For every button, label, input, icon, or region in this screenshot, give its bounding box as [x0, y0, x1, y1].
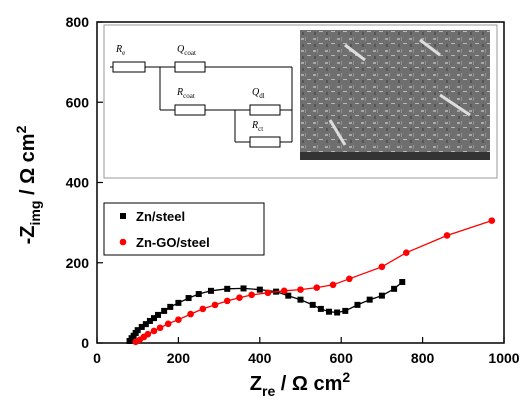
data-point: [257, 287, 263, 293]
data-point: [318, 306, 324, 312]
data-point: [241, 285, 247, 291]
x-tick-label: 800: [411, 350, 435, 366]
x-axis-label: Zre / Ω cm2: [250, 369, 351, 399]
y-tick-label: 0: [81, 335, 89, 351]
data-point: [155, 312, 161, 318]
x-axis-label-rest: / Ω cm: [275, 373, 342, 395]
data-point: [175, 316, 182, 323]
x-tick-label: 1000: [488, 350, 519, 366]
data-point: [161, 308, 167, 314]
data-point: [236, 294, 243, 301]
y-tick-label: 600: [66, 94, 90, 110]
circuit-label-symbol: R: [176, 87, 183, 98]
data-point: [488, 217, 495, 224]
x-axis-label-main: Z: [250, 373, 262, 395]
data-point: [265, 290, 272, 297]
data-point: [248, 292, 255, 299]
data-point: [157, 324, 164, 331]
legend-label: Zn-GO/steel: [136, 235, 210, 250]
x-tick-label: 200: [167, 350, 191, 366]
data-point: [354, 302, 360, 308]
data-point: [391, 286, 397, 292]
y-axis-label-main: -Z: [17, 225, 39, 244]
data-point: [224, 286, 230, 292]
y-tick-label: 800: [66, 14, 90, 30]
legend-marker: [120, 213, 126, 219]
circuit-label-sub: ct: [258, 125, 263, 133]
x-tick-label: 0: [93, 350, 101, 366]
x-tick-label: 600: [330, 350, 354, 366]
circuit-label-sub: e: [122, 49, 125, 57]
data-point: [367, 297, 373, 303]
data-point: [403, 249, 410, 256]
y-axis-label-rest: / Ω cm: [17, 133, 39, 200]
data-point: [186, 295, 192, 301]
y-axis-label-sub: img: [27, 201, 43, 226]
data-point: [379, 263, 386, 270]
y-tick-label: 400: [66, 175, 90, 191]
circuit-label-symbol: R: [115, 44, 122, 55]
legend-marker: [120, 239, 127, 246]
data-point: [346, 276, 353, 283]
data-point: [212, 302, 219, 309]
data-point: [200, 306, 207, 313]
data-point: [310, 302, 316, 308]
data-point: [224, 298, 231, 305]
data-point: [342, 308, 348, 314]
circuit-label-sub: dl: [259, 92, 265, 100]
data-point: [444, 232, 451, 239]
data-point: [145, 331, 152, 338]
data-point: [208, 288, 214, 294]
circuit-label-sub: coat: [183, 92, 195, 100]
data-point: [298, 297, 304, 303]
data-point: [379, 293, 385, 299]
data-point: [297, 286, 304, 293]
data-point: [196, 291, 202, 297]
circuit-label-sub: coat: [184, 49, 196, 57]
y-tick-label: 200: [66, 255, 90, 271]
sem-image: [300, 30, 490, 160]
chart: 0 200 400 600 800 1000 0 200 400 600 800 Zre / Ω cm…: [0, 0, 528, 406]
data-point: [151, 328, 158, 335]
x-axis-label-sub: re: [262, 383, 275, 399]
y-axis-label: -Zimg / Ω cm2: [13, 125, 43, 244]
data-point: [167, 304, 173, 310]
x-axis-label-sup: 2: [342, 369, 350, 385]
data-point: [313, 284, 320, 291]
data-point: [165, 320, 172, 327]
data-point: [334, 310, 340, 316]
data-point: [281, 288, 288, 295]
x-tick-label: 400: [248, 350, 272, 366]
circuit-label-symbol: R: [251, 120, 258, 131]
data-point: [285, 293, 291, 299]
legend-label: Zn/steel: [136, 209, 185, 224]
data-point: [399, 279, 405, 285]
data-point: [330, 282, 337, 289]
data-point: [326, 309, 332, 315]
data-point: [175, 300, 181, 306]
data-point: [187, 311, 194, 318]
y-axis-label-sup: 2: [13, 125, 29, 133]
